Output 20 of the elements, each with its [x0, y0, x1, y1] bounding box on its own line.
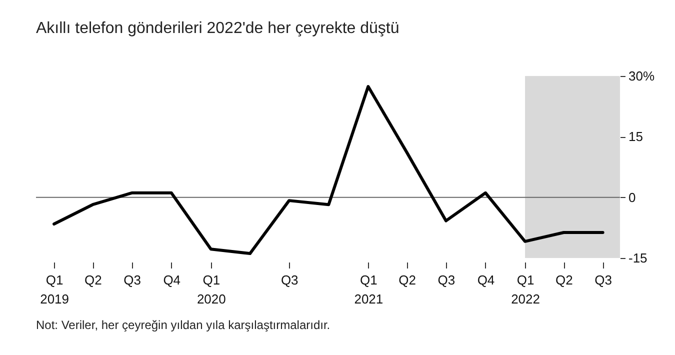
chart-title: Akıllı telefon gönderileri 2022'de her çeyrekte düştü: [36, 20, 400, 37]
x-tick-label: Q2: [398, 272, 416, 288]
x-tick-label: Q2: [556, 272, 573, 288]
x-tick-label: Q3: [280, 272, 298, 288]
x-tick-label: Q2: [84, 272, 102, 288]
x-tick-label: Q3: [124, 272, 141, 288]
x-tick-label: Q1 2019: [40, 272, 70, 306]
text: Not: Veriler, her çeyreğin yıldan yıla karşılaştırmalarıdır.: [36, 318, 330, 333]
x-tick-label: Q1 2021: [354, 272, 384, 306]
x-tick-label: Q4: [163, 272, 181, 288]
x-tick-label: Q1 2020: [196, 272, 226, 306]
y-tick-label: 0: [628, 190, 636, 205]
x-tick-label: Q3: [594, 272, 612, 288]
y-tick-label: 15: [628, 129, 643, 144]
x-tick-label: Q4: [477, 272, 495, 288]
y-tick-label: 30%: [628, 68, 655, 84]
x-tick-label: Q3: [438, 272, 456, 288]
y-tick-label: -15: [628, 250, 648, 266]
line-series: [52, 85, 604, 256]
x-tick-label: Q1 2022: [511, 272, 540, 306]
